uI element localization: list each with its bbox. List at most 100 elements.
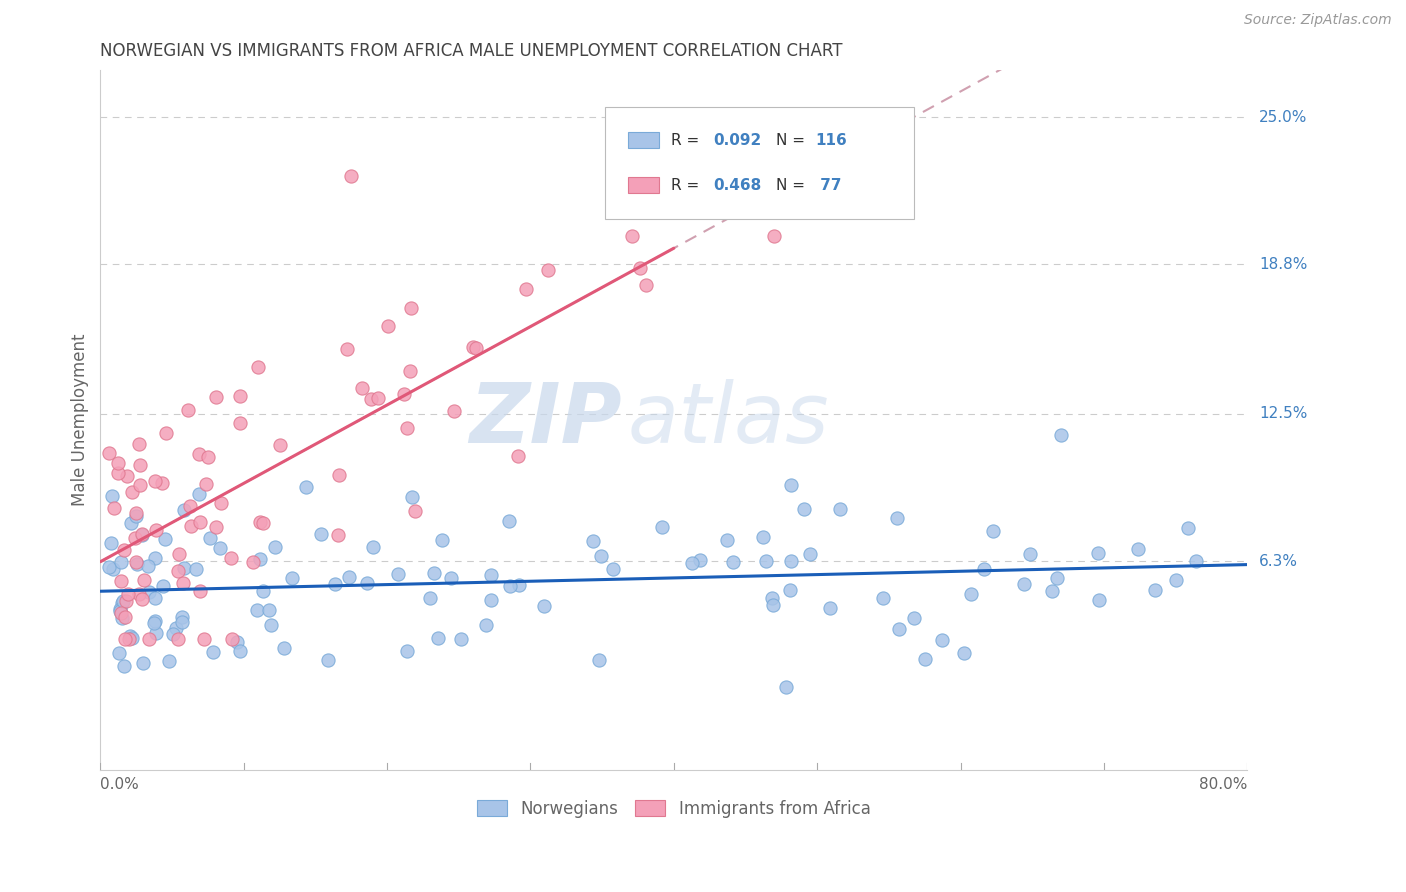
Point <box>125 506 148 520</box>
Point <box>401 490 423 504</box>
Point <box>143 614 166 628</box>
Point <box>229 416 252 430</box>
Point <box>651 519 673 533</box>
Point <box>128 436 150 450</box>
Point <box>432 533 454 548</box>
Point <box>172 610 194 624</box>
Point <box>111 611 134 625</box>
Point <box>953 646 976 660</box>
Point <box>115 594 138 608</box>
Point <box>960 587 983 601</box>
Point <box>108 604 131 618</box>
Point <box>465 341 488 355</box>
Point <box>98 446 121 460</box>
Point <box>115 468 138 483</box>
Point <box>197 450 219 464</box>
Point <box>779 478 801 492</box>
Text: R =: R = <box>671 178 704 193</box>
Point <box>225 635 247 649</box>
Point <box>1144 582 1167 597</box>
Point <box>443 403 465 417</box>
Text: atlas: atlas <box>628 379 830 460</box>
Point <box>138 632 160 647</box>
Point <box>337 569 360 583</box>
Point <box>281 571 304 585</box>
Point <box>125 508 148 523</box>
Point <box>121 631 143 645</box>
Point <box>145 626 167 640</box>
Point <box>1166 573 1188 587</box>
Point <box>101 562 124 576</box>
Point <box>761 591 783 605</box>
Point <box>131 527 153 541</box>
Point <box>311 526 333 541</box>
Point <box>588 652 610 666</box>
Point <box>1046 571 1069 585</box>
Point <box>184 562 207 576</box>
Point <box>128 587 150 601</box>
Point <box>889 622 911 636</box>
Point <box>143 474 166 488</box>
Point <box>129 478 152 492</box>
Point <box>117 587 139 601</box>
Point <box>721 555 744 569</box>
Point <box>229 389 252 403</box>
Point <box>716 533 738 548</box>
Point <box>259 603 281 617</box>
Point <box>356 576 378 591</box>
Point <box>145 523 167 537</box>
Point <box>395 420 418 434</box>
Point <box>419 591 441 605</box>
Point <box>401 301 423 315</box>
Point <box>316 653 339 667</box>
Point <box>591 549 613 563</box>
Point <box>830 502 852 516</box>
Point <box>114 632 136 647</box>
Point <box>121 485 143 500</box>
Point <box>621 228 644 243</box>
Point <box>602 562 624 576</box>
Point <box>340 169 363 184</box>
Point <box>515 282 537 296</box>
Point <box>1087 546 1109 560</box>
Point <box>247 359 270 374</box>
Point <box>423 566 446 580</box>
Point <box>187 487 209 501</box>
Point <box>162 626 184 640</box>
Point <box>179 500 201 514</box>
Point <box>110 555 132 569</box>
Point <box>205 520 228 534</box>
Point <box>129 458 152 472</box>
Point <box>780 554 803 568</box>
Point <box>124 531 146 545</box>
Point <box>131 591 153 606</box>
Point <box>533 599 555 613</box>
Legend: Norwegians, Immigrants from Africa: Norwegians, Immigrants from Africa <box>471 793 877 825</box>
Point <box>508 449 530 463</box>
Point <box>475 618 498 632</box>
Point <box>107 646 129 660</box>
Point <box>229 644 252 658</box>
Text: NORWEGIAN VS IMMIGRANTS FROM AFRICA MALE UNEMPLOYMENT CORRELATION CHART: NORWEGIAN VS IMMIGRANTS FROM AFRICA MALE… <box>100 42 842 60</box>
Point <box>209 496 232 510</box>
Point <box>498 514 520 528</box>
Point <box>159 654 181 668</box>
Point <box>100 536 122 550</box>
Point <box>150 476 173 491</box>
Point <box>799 547 821 561</box>
Point <box>762 598 785 612</box>
Point <box>1050 428 1073 442</box>
Point <box>120 629 142 643</box>
Point <box>125 555 148 569</box>
Text: 80.0%: 80.0% <box>1199 777 1247 792</box>
Point <box>499 579 522 593</box>
Point <box>399 364 422 378</box>
Point <box>793 502 815 516</box>
Point <box>763 228 786 243</box>
Point <box>260 618 283 632</box>
Point <box>249 551 271 566</box>
Point <box>779 583 801 598</box>
Point <box>1126 542 1149 557</box>
Point <box>755 554 778 568</box>
Point <box>221 632 243 647</box>
